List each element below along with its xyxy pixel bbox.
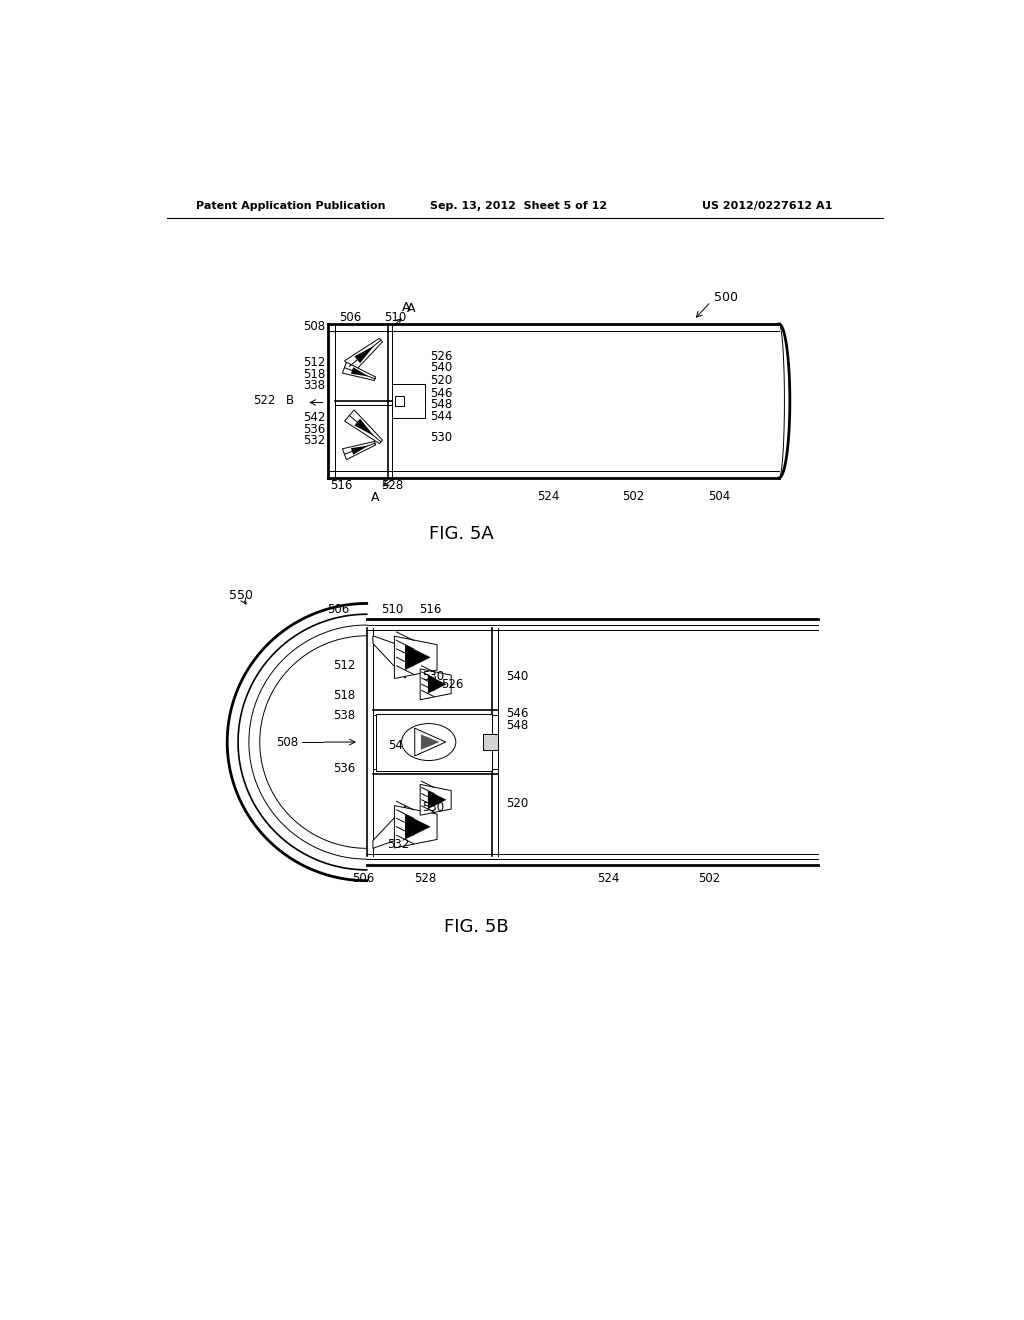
Text: 526: 526 (441, 677, 464, 690)
Bar (391, 384, 425, 418)
Text: 518: 518 (303, 367, 326, 380)
Text: 522: 522 (253, 395, 275, 408)
Text: 544: 544 (430, 409, 453, 422)
Polygon shape (351, 446, 369, 454)
Text: A: A (401, 301, 410, 314)
Text: 548: 548 (430, 399, 453, 412)
Text: 508: 508 (303, 319, 326, 333)
Text: 516: 516 (420, 603, 441, 616)
Text: 542: 542 (303, 412, 326, 425)
Text: 520: 520 (506, 797, 528, 810)
Text: 502: 502 (698, 873, 720, 886)
Text: 504: 504 (708, 490, 730, 503)
Text: 502: 502 (623, 490, 645, 503)
Text: 508: 508 (276, 735, 299, 748)
Text: FIG. 5B: FIG. 5B (444, 917, 509, 936)
Text: 540: 540 (430, 362, 453, 375)
Text: 530: 530 (430, 432, 453, 445)
Polygon shape (354, 418, 374, 436)
Text: 512: 512 (303, 356, 326, 370)
Text: 524: 524 (538, 490, 559, 503)
Text: Patent Application Publication: Patent Application Publication (197, 201, 386, 211)
Text: 530: 530 (422, 671, 443, 684)
Text: 528: 528 (414, 873, 436, 886)
Bar (483, 734, 499, 750)
Polygon shape (421, 734, 439, 750)
Text: B: B (286, 395, 294, 408)
Polygon shape (351, 367, 369, 376)
Polygon shape (420, 669, 452, 700)
Bar (394, 396, 403, 405)
Text: 528: 528 (381, 479, 402, 492)
Text: FIG. 5A: FIG. 5A (429, 525, 494, 543)
Text: 510: 510 (384, 312, 406, 325)
Polygon shape (373, 636, 406, 678)
Text: 536: 536 (303, 422, 326, 436)
Polygon shape (428, 675, 446, 693)
Text: 500: 500 (714, 290, 738, 304)
Text: 532: 532 (303, 434, 326, 447)
Polygon shape (415, 729, 445, 756)
Polygon shape (428, 791, 446, 809)
Text: US 2012/0227612 A1: US 2012/0227612 A1 (701, 201, 831, 211)
Polygon shape (406, 644, 431, 671)
Text: 520: 520 (430, 375, 453, 388)
Text: 546: 546 (506, 708, 528, 721)
Polygon shape (345, 338, 382, 372)
Polygon shape (345, 411, 382, 444)
Text: Sep. 13, 2012  Sheet 5 of 12: Sep. 13, 2012 Sheet 5 of 12 (430, 201, 607, 211)
Polygon shape (420, 784, 452, 816)
Text: 516: 516 (331, 479, 352, 492)
Text: 524: 524 (597, 873, 620, 886)
Text: 538: 538 (333, 709, 355, 722)
Text: 532: 532 (387, 838, 410, 851)
Text: 536: 536 (333, 762, 355, 775)
Polygon shape (406, 814, 431, 840)
Text: 550: 550 (228, 589, 253, 602)
Bar (376, 714, 493, 771)
Text: 506: 506 (340, 312, 361, 325)
Text: 506: 506 (351, 873, 374, 886)
Text: 548: 548 (506, 718, 528, 731)
Ellipse shape (401, 723, 456, 760)
Text: 512: 512 (333, 659, 355, 672)
Text: 526: 526 (430, 350, 453, 363)
Text: 518: 518 (333, 689, 355, 702)
Polygon shape (394, 636, 437, 678)
Polygon shape (373, 807, 406, 849)
Text: 540: 540 (506, 671, 528, 684)
Polygon shape (394, 805, 437, 847)
Text: 338: 338 (303, 379, 326, 392)
Polygon shape (342, 441, 376, 459)
Text: 544: 544 (412, 739, 434, 752)
Text: 510: 510 (381, 603, 402, 616)
Text: 542: 542 (388, 739, 411, 752)
Text: 530: 530 (422, 801, 443, 814)
Text: 506: 506 (328, 603, 349, 616)
Text: A: A (372, 491, 380, 504)
Text: A: A (407, 302, 416, 315)
Polygon shape (354, 346, 374, 363)
Polygon shape (342, 362, 376, 380)
Text: 546: 546 (430, 387, 453, 400)
